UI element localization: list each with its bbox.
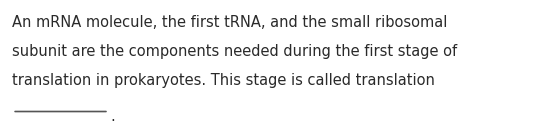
Text: .: .: [110, 109, 116, 124]
Text: translation in prokaryotes. This stage is called translation: translation in prokaryotes. This stage i…: [12, 73, 435, 88]
Text: An mRNA molecule, the first tRNA, and the small ribosomal: An mRNA molecule, the first tRNA, and th…: [12, 15, 448, 30]
Text: subunit are the components needed during the first stage of: subunit are the components needed during…: [12, 44, 458, 59]
